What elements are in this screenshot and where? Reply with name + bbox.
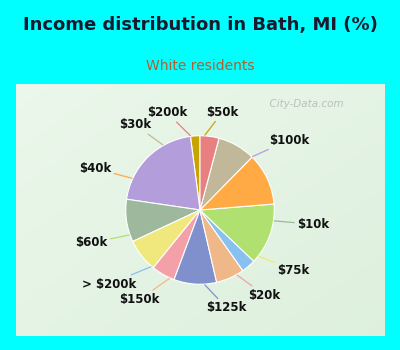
Wedge shape [126, 199, 200, 241]
Wedge shape [133, 210, 200, 268]
Text: $30k: $30k [119, 118, 163, 145]
Wedge shape [153, 210, 200, 280]
Wedge shape [200, 210, 254, 271]
Text: $50k: $50k [205, 106, 238, 135]
Text: $40k: $40k [79, 162, 132, 178]
Wedge shape [174, 210, 217, 284]
Wedge shape [126, 136, 200, 210]
Wedge shape [200, 136, 219, 210]
Wedge shape [200, 138, 252, 210]
Text: $75k: $75k [259, 256, 310, 277]
Text: $10k: $10k [274, 218, 329, 231]
Wedge shape [200, 204, 274, 261]
Text: $20k: $20k [237, 275, 281, 302]
Text: > $200k: > $200k [82, 267, 151, 290]
Text: $150k: $150k [120, 279, 169, 306]
Wedge shape [200, 157, 274, 210]
Text: $60k: $60k [75, 235, 129, 249]
Text: $100k: $100k [252, 134, 309, 156]
Text: Income distribution in Bath, MI (%): Income distribution in Bath, MI (%) [22, 16, 378, 34]
Text: City-Data.com: City-Data.com [263, 99, 343, 109]
Text: $200k: $200k [147, 106, 190, 136]
Text: White residents: White residents [146, 58, 254, 72]
Wedge shape [190, 136, 200, 210]
Text: $125k: $125k [205, 285, 247, 314]
Wedge shape [200, 210, 243, 282]
